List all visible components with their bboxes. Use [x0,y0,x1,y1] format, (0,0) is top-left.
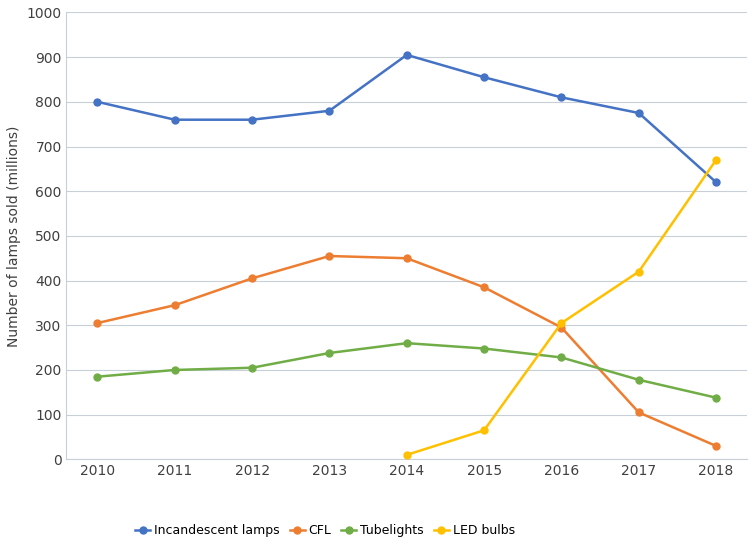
Tubelights [170,367,179,373]
Tubelights [402,340,411,346]
Incandescent lamps [634,110,643,116]
Incandescent lamps [402,52,411,58]
CFL [480,284,489,290]
CFL [247,275,256,282]
Legend: Incandescent lamps, CFL, Tubelights, LED bulbs: Incandescent lamps, CFL, Tubelights, LED… [130,519,520,542]
Incandescent lamps [712,179,721,186]
Line: Incandescent lamps: Incandescent lamps [94,51,719,186]
LED bulbs [634,269,643,275]
Line: LED bulbs: LED bulbs [403,157,719,458]
Tubelights [712,394,721,401]
Tubelights [93,373,102,380]
CFL [93,320,102,327]
Line: Tubelights: Tubelights [94,340,719,401]
Incandescent lamps [557,94,566,100]
LED bulbs [557,320,566,327]
Incandescent lamps [325,108,334,114]
CFL [402,255,411,262]
CFL [325,253,334,259]
LED bulbs [712,157,721,163]
Incandescent lamps [170,116,179,123]
LED bulbs [402,452,411,458]
Incandescent lamps [247,116,256,123]
Incandescent lamps [480,74,489,80]
CFL [634,409,643,416]
Tubelights [325,350,334,357]
Y-axis label: Number of lamps sold (millions): Number of lamps sold (millions) [7,125,21,347]
Incandescent lamps [93,98,102,105]
LED bulbs [480,427,489,434]
Tubelights [557,354,566,361]
CFL [170,302,179,308]
CFL [712,443,721,449]
CFL [557,324,566,331]
Tubelights [634,377,643,383]
Tubelights [247,365,256,371]
Line: CFL: CFL [94,253,719,449]
Tubelights [480,345,489,352]
